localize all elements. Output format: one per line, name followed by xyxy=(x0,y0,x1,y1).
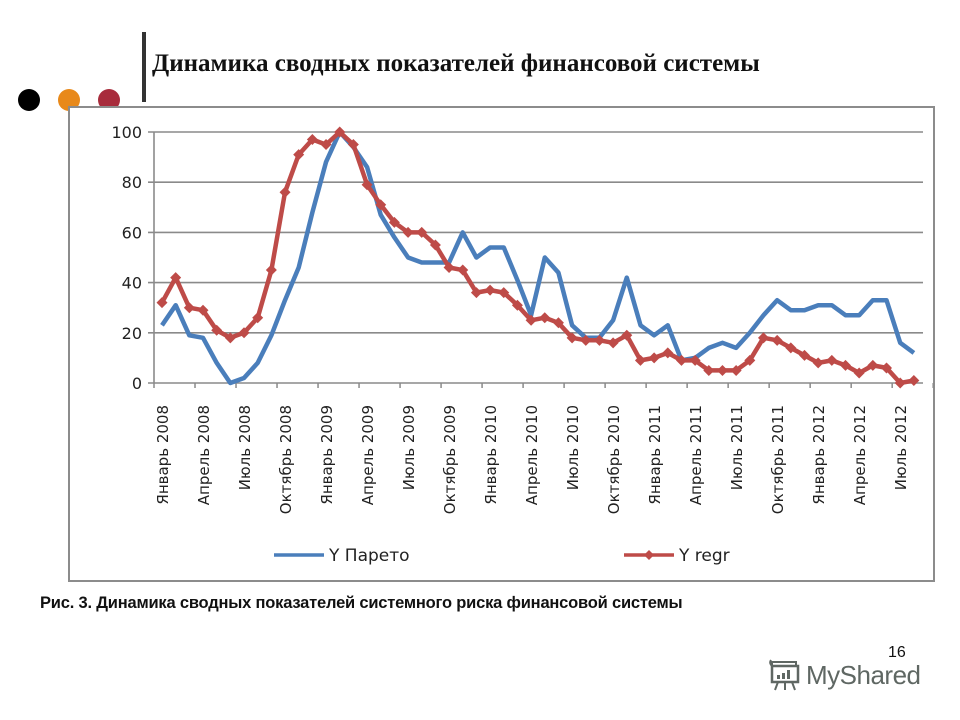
x-tick-label: Январь 2011 xyxy=(646,405,664,505)
legend-label: Y regr xyxy=(678,546,730,566)
diamond-marker xyxy=(498,287,510,299)
diamond-marker xyxy=(211,324,223,336)
line-chart: 0 20 40 60 80 100 Январь 2008 Апрель 2008 Июль 2… xyxy=(111,123,934,566)
diamond-marker xyxy=(265,264,277,276)
diamond-marker xyxy=(443,262,455,274)
x-tick-label: Октябрь 2008 xyxy=(277,405,295,514)
diamond-marker xyxy=(416,226,428,238)
diamond-marker xyxy=(703,364,715,376)
series-line-1 xyxy=(160,129,915,386)
diamond-marker xyxy=(853,367,865,379)
presentation-board-icon xyxy=(769,659,800,691)
x-tick-label: Июль 2009 xyxy=(400,405,418,490)
diamond-marker xyxy=(224,332,236,344)
legend-label: Y Парето xyxy=(328,546,410,566)
diamond-marker xyxy=(238,327,250,339)
bullet-dot-orange xyxy=(58,89,80,111)
diamond-marker xyxy=(771,334,783,346)
diamond-marker xyxy=(484,284,496,296)
diamond-marker xyxy=(197,304,209,316)
diamond-marker xyxy=(320,139,332,151)
watermark: MyShared xyxy=(768,658,921,692)
diamond-marker xyxy=(648,352,660,364)
diamond-marker xyxy=(867,359,879,371)
slide-title: Динамика сводных показателей финансовой … xyxy=(152,50,760,77)
diamond-marker xyxy=(908,374,920,386)
diamond-marker xyxy=(375,199,387,211)
y-tick-label: 100 xyxy=(111,123,142,142)
diamond-marker xyxy=(170,272,182,284)
bullet-dot-black xyxy=(18,89,40,111)
diamond-marker xyxy=(580,334,592,346)
diamond-marker xyxy=(402,226,414,238)
diamond-marker xyxy=(183,302,195,314)
diamond-marker xyxy=(511,299,523,311)
diamond-marker xyxy=(279,186,291,198)
diamond-marker xyxy=(744,354,756,366)
diamond-marker xyxy=(881,362,893,374)
x-tick-label: Январь 2008 xyxy=(154,405,172,505)
y-tick-label: 60 xyxy=(122,223,142,242)
chart-frame: 0 20 40 60 80 100 Январь 2008 Апрель 2008 Июль 2… xyxy=(68,106,935,582)
x-tick-label: Июль 2010 xyxy=(564,405,582,490)
y-tick-label: 20 xyxy=(122,324,142,343)
y-tick-label: 80 xyxy=(122,173,142,192)
diamond-marker xyxy=(675,354,687,366)
diamond-marker xyxy=(361,179,373,191)
x-tick-label: Январь 2010 xyxy=(482,405,500,505)
diamond-marker xyxy=(607,337,619,349)
series-line-0 xyxy=(160,129,916,386)
x-tick-label: Июль 2012 xyxy=(892,405,910,490)
x-tick-label: Апрель 2011 xyxy=(687,405,705,505)
x-tick-label: Апрель 2010 xyxy=(523,405,541,505)
x-tick-label: Январь 2012 xyxy=(810,405,828,505)
watermark-text: MyShared xyxy=(806,659,921,690)
diamond-marker xyxy=(539,312,551,324)
diamond-marker xyxy=(621,329,633,341)
diamond-marker xyxy=(347,139,359,151)
diamond-marker xyxy=(156,297,168,309)
diamond-marker xyxy=(730,364,742,376)
diamond-marker xyxy=(293,149,305,161)
diamond-marker xyxy=(716,364,728,376)
diamond-marker xyxy=(252,312,264,324)
y-tick-label: 40 xyxy=(122,274,142,293)
x-tick-label: Апрель 2009 xyxy=(359,405,377,505)
diamond-marker xyxy=(388,216,400,228)
diamond-marker xyxy=(429,239,441,251)
diamond-marker xyxy=(634,354,646,366)
diamond-marker xyxy=(470,287,482,299)
diamond-marker xyxy=(798,349,810,361)
diamond-marker xyxy=(334,126,346,138)
x-tick-label: Октябрь 2010 xyxy=(605,405,623,514)
diamond-marker xyxy=(662,347,674,359)
page-number: 16 xyxy=(888,644,906,661)
figure-caption: Рис. 3. Динамика сводных показателей сис… xyxy=(40,594,683,612)
x-tick-label: Январь 2009 xyxy=(318,405,336,505)
diamond-marker xyxy=(566,332,578,344)
diamond-marker xyxy=(757,332,769,344)
diamond-marker xyxy=(689,354,701,366)
y-tick-label: 0 xyxy=(132,374,142,393)
diamond-marker xyxy=(525,314,537,326)
diamond-marker xyxy=(306,134,318,146)
diamond-marker xyxy=(785,342,797,354)
x-tick-label: Июль 2008 xyxy=(236,405,254,490)
x-tick-label: Октябрь 2009 xyxy=(441,405,459,514)
diamond-marker xyxy=(593,334,605,346)
x-tick-label: Апрель 2008 xyxy=(195,405,213,505)
x-tick-label: Июль 2011 xyxy=(728,405,746,490)
diamond-marker xyxy=(894,377,906,389)
diamond-marker xyxy=(826,354,838,366)
title-divider xyxy=(142,32,146,102)
diamond-marker xyxy=(552,317,564,329)
bullet-dot-red xyxy=(98,89,120,111)
diamond-marker xyxy=(457,264,469,276)
x-tick-label: Апрель 2012 xyxy=(851,405,869,505)
x-tick-label: Октябрь 2011 xyxy=(769,405,787,514)
diamond-marker xyxy=(840,359,851,371)
diamond-marker xyxy=(812,357,824,369)
